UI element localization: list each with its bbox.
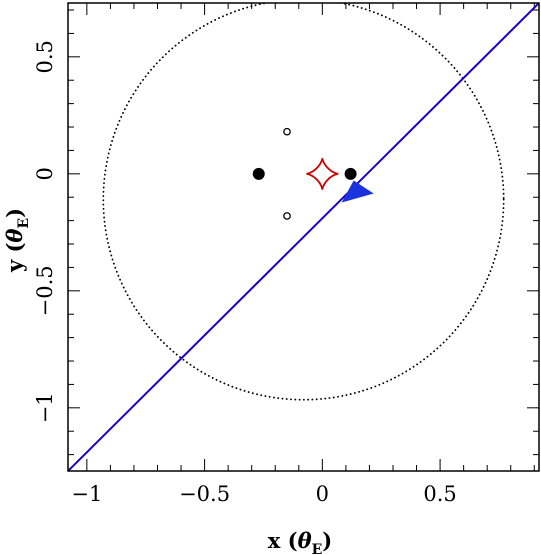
caustic-curve xyxy=(306,157,339,190)
x-tick-label: 0 xyxy=(316,482,329,506)
lens-mass-point xyxy=(252,167,265,180)
tick-labels: −1 −0.5 0 0.5 0.5 0 −0.5 −1 xyxy=(33,40,457,506)
lens-mass-point xyxy=(344,167,357,180)
x-tick-label: 0.5 xyxy=(423,482,456,506)
x-tick-label: −1 xyxy=(71,482,102,506)
axis-ticks xyxy=(68,3,539,471)
caustic-layer xyxy=(306,157,339,190)
plot-frame xyxy=(67,2,540,472)
y-axis-title: y (θE) xyxy=(2,208,32,273)
y-tick-label: −1 xyxy=(33,392,57,423)
image-point xyxy=(283,212,291,220)
points-layer xyxy=(252,127,357,220)
trajectory-arrow xyxy=(341,180,374,203)
y-tick-label: 0.5 xyxy=(33,40,57,73)
x-tick-label: −0.5 xyxy=(179,482,230,506)
image-point xyxy=(283,127,291,136)
y-tick-label: −0.5 xyxy=(33,265,57,316)
trajectory-layer xyxy=(68,3,539,471)
y-tick-label: 0 xyxy=(33,167,57,180)
trajectory-line xyxy=(68,3,539,471)
einstein-ring-circle xyxy=(102,3,505,401)
einstein-ring xyxy=(102,3,505,401)
x-axis-title: x (θE) xyxy=(268,528,332,555)
